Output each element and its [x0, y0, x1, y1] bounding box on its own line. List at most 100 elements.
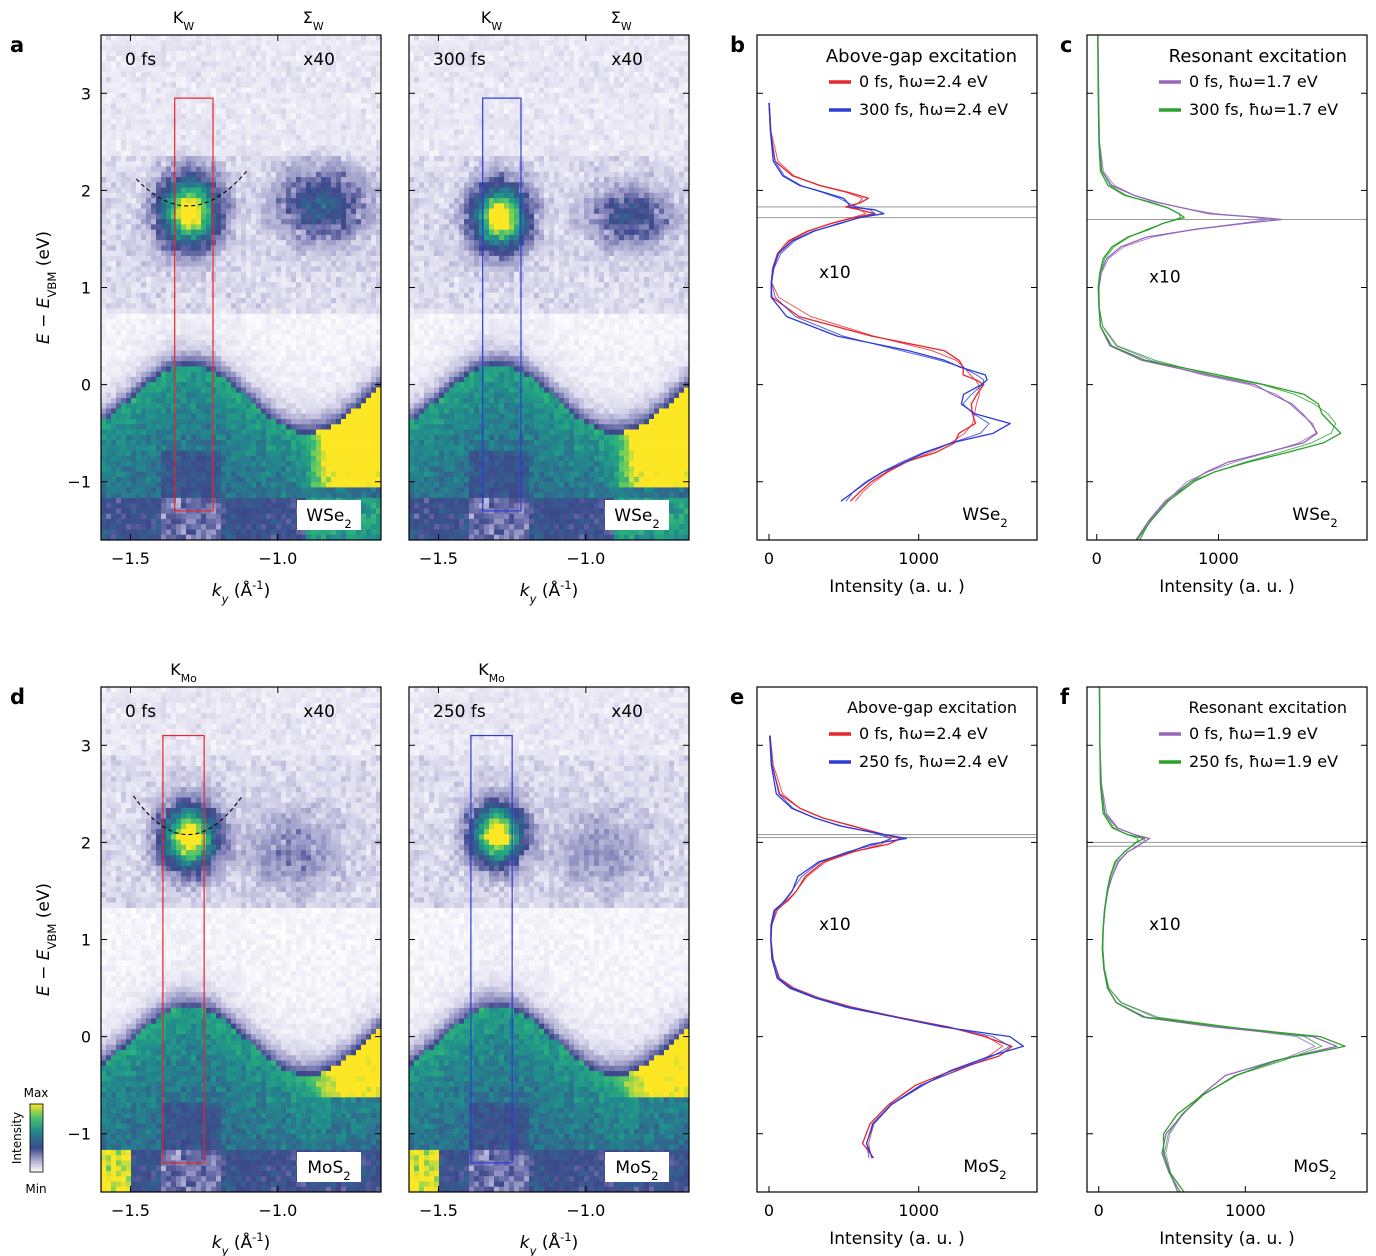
heatmap-cell: [226, 230, 231, 236]
heatmap-cell: [111, 266, 116, 272]
heatmap-cell: [126, 251, 131, 257]
heatmap-cell: [336, 93, 341, 99]
heatmap-cell: [346, 77, 351, 83]
heatmap-cell: [271, 140, 276, 146]
heatmap-cell: [311, 182, 316, 188]
heatmap-cell: [161, 272, 166, 278]
heatmap-cell: [241, 124, 246, 130]
heatmap-cell: [111, 256, 116, 262]
heatmap-cell: [191, 188, 196, 194]
heatmap-cell: [276, 177, 281, 183]
heatmap-cell: [261, 366, 266, 372]
heatmap-cell: [231, 293, 236, 299]
heatmap-cell: [251, 498, 256, 504]
heatmap-cell: [216, 188, 221, 194]
heatmap-cell: [211, 61, 216, 67]
heatmap-cell: [301, 477, 306, 483]
heatmap-cell: [176, 193, 181, 199]
heatmap-cell: [276, 356, 281, 362]
heatmap-cell: [276, 245, 281, 251]
heatmap-cell: [226, 408, 231, 414]
heatmap-cell: [326, 451, 331, 457]
heatmap-cell: [206, 240, 211, 246]
heatmap-cell: [271, 82, 276, 88]
heatmap-cell: [111, 67, 116, 73]
heatmap-cell: [206, 298, 211, 304]
heatmap-cell: [216, 498, 221, 504]
heatmap-cell: [321, 293, 326, 299]
heatmap-cell: [256, 251, 261, 257]
heatmap-cell: [111, 35, 116, 41]
heatmap-cell: [216, 419, 221, 425]
heatmap-cell: [356, 214, 361, 220]
heatmap-cell: [356, 461, 361, 467]
heatmap-cell: [311, 445, 316, 451]
heatmap-cell: [331, 435, 336, 441]
heatmap-cell: [331, 487, 336, 493]
heatmap-cell: [366, 351, 371, 357]
heatmap-cell: [221, 440, 226, 446]
heatmap-cell: [206, 219, 211, 225]
heatmap-cell: [251, 377, 256, 383]
heatmap-cell: [291, 203, 296, 209]
heatmap-cell: [101, 403, 106, 409]
heatmap-cell: [126, 503, 131, 509]
heatmap-cell: [201, 298, 206, 304]
heatmap-cell: [251, 393, 256, 399]
heatmap-cell: [196, 124, 201, 130]
heatmap-cell: [151, 219, 156, 225]
heatmap-cell: [271, 182, 276, 188]
heatmap-cell: [326, 156, 331, 162]
heatmap-cell: [276, 124, 281, 130]
heatmap-cell: [156, 272, 161, 278]
heatmap-cell: [241, 466, 246, 472]
heatmap-cell: [171, 424, 176, 430]
heatmap-cell: [171, 335, 176, 341]
heatmap-cell: [316, 461, 321, 467]
heatmap-cell: [286, 266, 291, 272]
heatmap-cell: [156, 72, 161, 78]
heatmap-cell: [246, 466, 251, 472]
heatmap-cell: [331, 330, 336, 336]
heatmap-cell: [316, 198, 321, 204]
heatmap-cell: [371, 130, 376, 136]
heatmap-cell: [361, 103, 366, 109]
heatmap-cell: [316, 351, 321, 357]
heatmap-cell: [131, 93, 136, 99]
heatmap-cell: [286, 356, 291, 362]
heatmap-cell: [316, 272, 321, 278]
heatmap-cell: [166, 477, 171, 483]
heatmap-cell: [206, 209, 211, 215]
heatmap-cell: [156, 114, 161, 120]
heatmap-cell: [161, 482, 166, 488]
heatmap-cell: [301, 161, 306, 167]
heatmap-cell: [326, 88, 331, 94]
heatmap-cell: [231, 156, 236, 162]
heatmap-cell: [151, 224, 156, 230]
heatmap-cell: [281, 56, 286, 62]
heatmap-cell: [361, 372, 366, 378]
heatmap-cell: [241, 72, 246, 78]
heatmap-cell: [151, 451, 156, 457]
heatmap-cell: [356, 114, 361, 120]
heatmap-cell: [276, 288, 281, 294]
heatmap-cell: [311, 309, 316, 315]
heatmap-cell: [121, 498, 126, 504]
heatmap-cell: [351, 209, 356, 215]
heatmap-cell: [336, 345, 341, 351]
heatmap-cell: [306, 477, 311, 483]
heatmap-cell: [296, 203, 301, 209]
heatmap-cell: [341, 61, 346, 67]
heatmap-cell: [241, 477, 246, 483]
heatmap-cell: [231, 140, 236, 146]
heatmap-cell: [121, 445, 126, 451]
heatmap-cell: [346, 151, 351, 157]
heatmap-cell: [286, 235, 291, 241]
heatmap-cell: [216, 61, 221, 67]
heatmap-cell: [106, 251, 111, 257]
heatmap-cell: [356, 440, 361, 446]
heatmap-cell: [181, 235, 186, 241]
heatmap-cell: [111, 177, 116, 183]
heatmap-cell: [266, 251, 271, 257]
heatmap-cell: [326, 351, 331, 357]
